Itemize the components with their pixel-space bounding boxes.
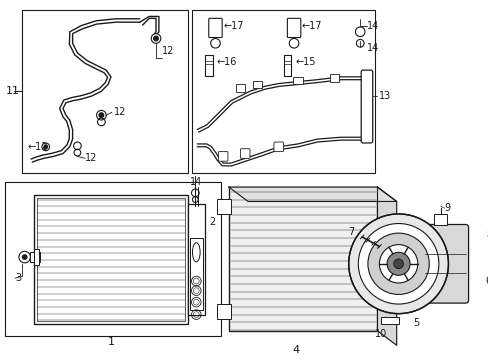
Bar bbox=[217, 199, 230, 214]
Circle shape bbox=[151, 34, 161, 43]
Text: 4: 4 bbox=[292, 345, 299, 355]
Text: ←17: ←17 bbox=[301, 21, 322, 31]
Bar bbox=[189, 238, 203, 310]
Ellipse shape bbox=[192, 243, 200, 262]
Bar bbox=[381, 316, 398, 324]
Bar bbox=[329, 74, 339, 82]
Bar bbox=[187, 204, 204, 315]
Text: 5: 5 bbox=[412, 318, 418, 328]
Text: 8: 8 bbox=[486, 230, 488, 240]
FancyBboxPatch shape bbox=[208, 18, 222, 37]
Circle shape bbox=[96, 111, 106, 120]
Bar bbox=[217, 304, 230, 319]
Bar bbox=[292, 77, 302, 85]
Bar bbox=[37, 198, 184, 321]
Text: 11: 11 bbox=[5, 86, 20, 96]
Text: 14: 14 bbox=[366, 21, 378, 31]
Text: 14: 14 bbox=[366, 43, 378, 53]
Text: 10: 10 bbox=[374, 329, 386, 339]
Text: 3: 3 bbox=[15, 273, 21, 283]
Bar bbox=[30, 252, 40, 262]
Text: ←15: ←15 bbox=[294, 58, 315, 67]
FancyBboxPatch shape bbox=[287, 18, 300, 37]
Polygon shape bbox=[377, 187, 396, 345]
Bar bbox=[34, 249, 39, 265]
FancyBboxPatch shape bbox=[422, 225, 468, 303]
Circle shape bbox=[99, 113, 103, 118]
Bar bbox=[22, 10, 187, 173]
Circle shape bbox=[367, 233, 428, 294]
Text: 9: 9 bbox=[444, 203, 450, 213]
Circle shape bbox=[393, 259, 403, 269]
Circle shape bbox=[348, 214, 447, 314]
Circle shape bbox=[42, 143, 49, 150]
Bar bbox=[283, 55, 291, 76]
Bar bbox=[433, 214, 447, 225]
Text: 14: 14 bbox=[189, 177, 202, 187]
Text: ←17: ←17 bbox=[223, 21, 243, 31]
FancyBboxPatch shape bbox=[273, 142, 283, 152]
Bar bbox=[252, 81, 262, 88]
Polygon shape bbox=[228, 187, 396, 202]
Text: 12: 12 bbox=[114, 107, 126, 117]
Bar bbox=[34, 195, 187, 324]
Circle shape bbox=[22, 254, 27, 260]
Circle shape bbox=[153, 36, 158, 41]
Circle shape bbox=[379, 244, 417, 283]
Bar bbox=[5, 182, 221, 336]
Bar bbox=[228, 187, 377, 331]
FancyBboxPatch shape bbox=[240, 149, 249, 158]
Text: 7: 7 bbox=[347, 227, 353, 237]
Circle shape bbox=[44, 145, 47, 149]
Bar bbox=[235, 85, 244, 92]
Text: 6: 6 bbox=[484, 276, 488, 286]
Circle shape bbox=[19, 251, 30, 263]
Bar bbox=[204, 55, 212, 76]
Text: 13: 13 bbox=[379, 91, 391, 101]
Text: ←16: ←16 bbox=[216, 58, 236, 67]
FancyBboxPatch shape bbox=[218, 152, 227, 161]
Text: 2: 2 bbox=[208, 217, 215, 226]
Circle shape bbox=[73, 142, 81, 150]
Bar bbox=[192, 10, 374, 173]
Text: 1: 1 bbox=[107, 337, 114, 347]
FancyBboxPatch shape bbox=[361, 70, 372, 143]
Circle shape bbox=[386, 252, 409, 275]
Text: ←12: ←12 bbox=[27, 142, 48, 152]
Circle shape bbox=[358, 224, 438, 304]
Text: 12: 12 bbox=[85, 153, 97, 163]
Text: 12: 12 bbox=[162, 46, 174, 56]
